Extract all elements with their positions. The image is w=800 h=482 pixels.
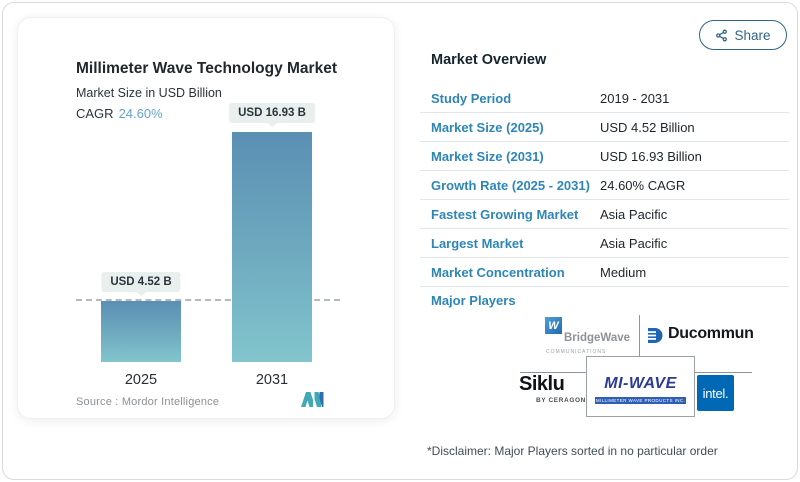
major-players-label: Major Players <box>431 293 516 308</box>
miwave-logo-wordmark: MI-WAVE <box>604 375 677 392</box>
disclaimer-text: *Disclaimer: Major Players sorted in no … <box>427 444 718 458</box>
table-row-growth-rate: Growth Rate (2025 - 2031) 24.60% CAGR <box>420 171 789 200</box>
intel-logo: intel. <box>697 375 734 411</box>
bridgewave-logo: BridgeWave <box>564 332 631 344</box>
row-label: Study Period <box>431 90 512 106</box>
bar-2025 <box>101 300 181 362</box>
row-label: Market Size (2031) <box>431 148 544 164</box>
source-text: Source : Mordor Intelligence <box>76 396 220 408</box>
bar-value-badge-2031: USD 16.93 B <box>229 103 315 123</box>
ducommun-logo-icon <box>646 326 665 350</box>
bar-2031 <box>232 132 312 362</box>
ducommun-logo: Ducommun <box>668 325 754 342</box>
miwave-logo: MI-WAVE MILLIMETER WAVE PRODUCTS INC. <box>586 356 695 417</box>
row-label: Growth Rate (2025 - 2031) <box>431 177 590 193</box>
chart-cagr: CAGR 24.60% <box>76 106 163 121</box>
x-axis-label-2025: 2025 <box>124 372 158 388</box>
market-chart-card: Millimeter Wave Technology Market Market… <box>17 17 395 419</box>
cagr-label: CAGR <box>76 106 114 121</box>
row-label: Fastest Growing Market <box>431 206 579 222</box>
baseline-dashed-line <box>76 298 340 301</box>
row-value: USD 4.52 Billion <box>600 119 695 135</box>
chart-title: Millimeter Wave Technology Market <box>76 60 337 77</box>
row-value: 24.60% CAGR <box>600 177 686 193</box>
table-row-fastest-growing-market: Fastest Growing Market Asia Pacific <box>420 200 789 229</box>
bar-value-badge-2025: USD 4.52 B <box>101 271 181 292</box>
players-connector-left <box>520 372 586 373</box>
share-button[interactable]: Share <box>699 20 787 50</box>
siklu-logo: Siklu <box>519 373 565 395</box>
mordor-intelligence-logo-icon <box>300 392 324 412</box>
players-divider-vertical <box>639 315 640 356</box>
table-row-market-size-2031: Market Size (2031) USD 16.93 Billion <box>420 142 789 171</box>
row-label: Market Size (2025) <box>431 119 544 135</box>
miwave-logo-subtext: MILLIMETER WAVE PRODUCTS INC. <box>595 397 686 404</box>
chart-subtitle: Market Size in USD Billion <box>76 86 222 100</box>
row-value: 2019 - 2031 <box>600 90 670 106</box>
row-value: USD 16.93 Billion <box>600 148 702 164</box>
bridgewave-logo-subtext: COMMUNICATIONS <box>546 349 607 355</box>
row-label: Market Concentration <box>431 264 565 280</box>
table-row-largest-market: Largest Market Asia Pacific <box>420 229 789 258</box>
overview-heading: Market Overview <box>431 52 547 68</box>
share-icon <box>715 29 728 42</box>
share-button-label: Share <box>734 27 771 43</box>
overview-table: Study Period 2019 - 2031 Market Size (20… <box>420 84 789 287</box>
row-value: Asia Pacific <box>600 206 668 222</box>
row-value: Asia Pacific <box>600 235 668 251</box>
players-connector-right <box>693 372 752 373</box>
table-row-study-period: Study Period 2019 - 2031 <box>420 84 789 113</box>
table-row-market-size-2025: Market Size (2025) USD 4.52 Billion <box>420 113 789 142</box>
table-row-market-concentration: Market Concentration Medium <box>420 258 789 287</box>
cagr-value: 24.60% <box>118 106 163 121</box>
x-axis-label-2031: 2031 <box>255 372 289 388</box>
row-value: Medium <box>600 264 647 280</box>
row-label: Largest Market <box>431 235 524 251</box>
source-row: Source : Mordor Intelligence <box>76 392 324 412</box>
bridgewave-logo-icon: W <box>545 317 562 334</box>
siklu-logo-subtext: BY CERAGON <box>536 397 586 404</box>
